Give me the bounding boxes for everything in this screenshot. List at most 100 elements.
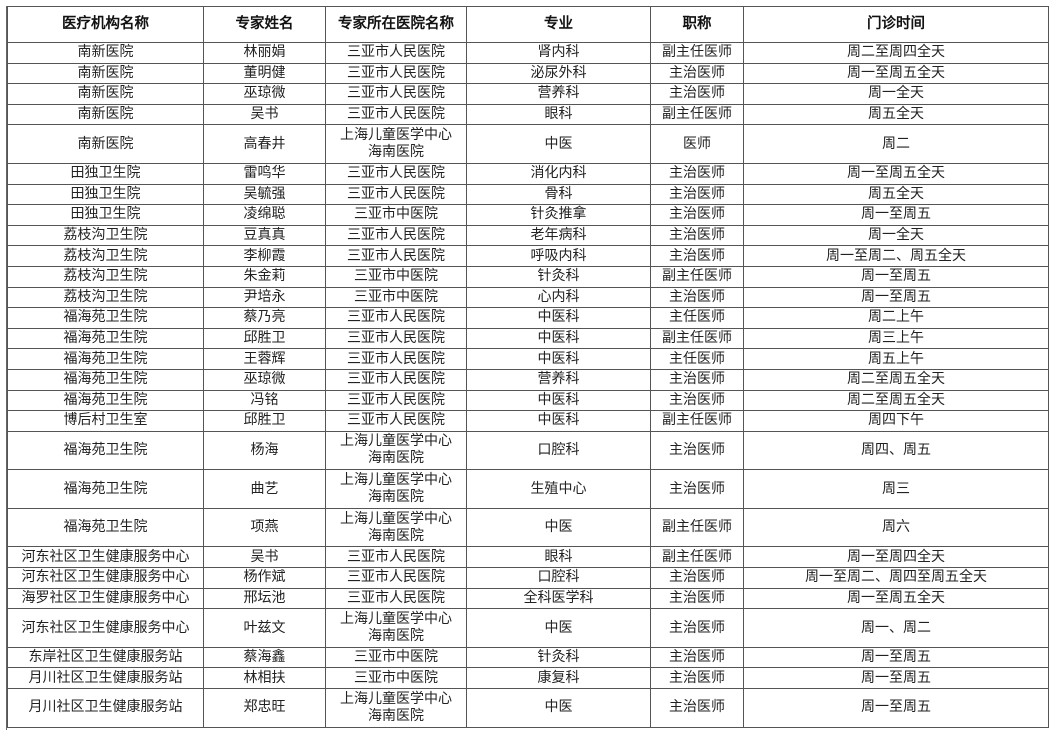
specialty-cell: 针灸科	[466, 265, 651, 288]
clinic-time-cell: 周二	[743, 124, 1049, 164]
expert-hospital-cell: 三亚市人民医院	[325, 587, 467, 610]
table-row: 荔枝沟卫生院 尹培永 三亚市中医院 心内科 主治医师 周一至周五	[7, 286, 1049, 309]
specialty-cell: 康复科	[466, 667, 651, 690]
title-cell: 副主任医师	[650, 103, 744, 126]
expert-name-cell: 朱金莉	[203, 265, 326, 288]
specialty-cell: 心内科	[466, 286, 651, 309]
title-cell: 主治医师	[650, 667, 744, 690]
expert-hospital-cell: 三亚市中医院	[325, 286, 467, 309]
title-cell: 主治医师	[650, 245, 744, 267]
institution-cell: 月川社区卫生健康服务站	[7, 667, 204, 690]
title-cell: 医师	[650, 124, 744, 164]
specialty-cell: 呼吸内科	[466, 245, 651, 267]
specialty-cell: 口腔科	[466, 567, 651, 589]
expert-name-cell: 蔡乃亮	[203, 307, 326, 329]
institution-cell: 月川社区卫生健康服务站	[7, 688, 204, 728]
table-row: 田独卫生院 凌绵聪 三亚市中医院 针灸推拿 主治医师 周一至周五	[7, 204, 1049, 226]
specialty-cell: 中医	[466, 507, 651, 548]
expert-name-cell: 吴书	[203, 546, 326, 569]
clinic-time-cell: 周二上午	[743, 307, 1049, 329]
table-row: 海罗社区卫生健康服务中心 邢坛池 三亚市人民医院 全科医学科 主治医师 周一至周五全天	[7, 587, 1049, 610]
institution-cell: 南新医院	[7, 124, 204, 164]
table-row: 荔枝沟卫生院 豆真真 三亚市人民医院 老年病科 主治医师 周一全天	[7, 224, 1049, 247]
expert-name-cell: 董明健	[203, 62, 326, 85]
expert-name-cell: 凌绵聪	[203, 204, 326, 226]
table-row: 月川社区卫生健康服务站 林相扶 三亚市中医院 康复科 主治医师 周一至周五	[7, 667, 1049, 690]
expert-hospital-cell: 三亚市中医院	[325, 204, 467, 226]
table-row: 南新医院 董明健 三亚市人民医院 泌尿外科 主治医师 周一至周五全天	[7, 62, 1049, 85]
title-cell: 主治医师	[650, 62, 744, 85]
clinic-time-cell: 周一、周二	[743, 608, 1049, 648]
specialty-cell: 营养科	[466, 368, 651, 391]
title-cell: 副主任医师	[650, 410, 744, 432]
clinic-time-cell: 周六	[743, 507, 1049, 548]
institution-cell: 河东社区卫生健康服务中心	[7, 608, 204, 648]
institution-cell: 福海苑卫生院	[7, 430, 204, 471]
clinic-time-cell: 周一至周二、周五全天	[743, 245, 1049, 267]
clinic-time-cell: 周一至周五	[743, 667, 1049, 690]
title-cell: 主治医师	[650, 567, 744, 589]
expert-hospital-cell: 三亚市人民医院	[325, 307, 467, 329]
title-cell: 副主任医师	[650, 265, 744, 288]
specialty-cell: 生殖中心	[466, 469, 651, 509]
expert-name-cell: 郑忠旺	[203, 688, 326, 728]
expert-name-cell: 曲艺	[203, 469, 326, 509]
expert-hospital-cell: 上海儿童医学中心 海南医院	[325, 469, 467, 509]
institution-cell: 田独卫生院	[7, 162, 204, 185]
table-row: 荔枝沟卫生院 李柳霞 三亚市人民医院 呼吸内科 主治医师 周一至周二、周五全天	[7, 245, 1049, 267]
clinic-time-cell: 周一至周五全天	[743, 62, 1049, 85]
clinic-time-cell: 周四下午	[743, 410, 1049, 432]
specialty-cell: 中医科	[466, 307, 651, 329]
table-row: 荔枝沟卫生院 朱金莉 三亚市中医院 针灸科 副主任医师 周一至周五	[7, 265, 1049, 288]
clinic-time-cell: 周五上午	[743, 348, 1049, 370]
expert-name-cell: 杨作斌	[203, 567, 326, 589]
header-expert-hospital: 专家所在医院名称	[325, 6, 467, 43]
title-cell: 主治医师	[650, 608, 744, 648]
institution-cell: 荔枝沟卫生院	[7, 245, 204, 267]
expert-hospital-cell: 三亚市人民医院	[325, 348, 467, 370]
institution-cell: 荔枝沟卫生院	[7, 286, 204, 309]
expert-hospital-cell: 三亚市人民医院	[325, 224, 467, 247]
table-row: 福海苑卫生院 杨海 上海儿童医学中心 海南医院 口腔科 主治医师 周四、周五	[7, 430, 1049, 471]
institution-cell: 田独卫生院	[7, 204, 204, 226]
clinic-time-cell: 周一至周五	[743, 265, 1049, 288]
expert-hospital-cell: 上海儿童医学中心 海南医院	[325, 688, 467, 728]
specialty-cell: 中医	[466, 608, 651, 648]
institution-cell: 博后村卫生室	[7, 410, 204, 432]
clinic-time-cell: 周三上午	[743, 327, 1049, 350]
expert-name-cell: 邢坛池	[203, 587, 326, 610]
institution-cell: 海罗社区卫生健康服务中心	[7, 587, 204, 610]
table-row: 田独卫生院 吴毓强 三亚市人民医院 骨科 主治医师 周五全天	[7, 183, 1049, 206]
header-title: 职称	[650, 6, 744, 43]
institution-cell: 南新医院	[7, 42, 204, 64]
clinic-time-cell: 周三	[743, 469, 1049, 509]
expert-name-cell: 王蓉辉	[203, 348, 326, 370]
table-row: 南新医院 高春井 上海儿童医学中心 海南医院 中医 医师 周二	[7, 124, 1049, 164]
clinic-time-cell: 周一至周五	[743, 204, 1049, 226]
expert-name-cell: 豆真真	[203, 224, 326, 247]
table-row: 河东社区卫生健康服务中心 杨作斌 三亚市人民医院 口腔科 主治医师 周一至周二、周四至周五…	[7, 567, 1049, 589]
expert-hospital-cell: 三亚市中医院	[325, 667, 467, 690]
clinic-time-cell: 周一全天	[743, 224, 1049, 247]
table-row: 福海苑卫生院 巫琼微 三亚市人民医院 营养科 主治医师 周二至周五全天	[7, 368, 1049, 391]
title-cell: 副主任医师	[650, 546, 744, 569]
expert-hospital-cell: 三亚市人民医院	[325, 327, 467, 350]
title-cell: 主任医师	[650, 348, 744, 370]
expert-name-cell: 叶兹文	[203, 608, 326, 648]
expert-hospital-cell: 三亚市人民医院	[325, 103, 467, 126]
title-cell: 主治医师	[650, 83, 744, 105]
table-row: 福海苑卫生院 王蓉辉 三亚市人民医院 中医科 主任医师 周五上午	[7, 348, 1049, 370]
table-row: 东岸社区卫生健康服务站 蔡海鑫 三亚市中医院 针灸科 主治医师 周一至周五	[7, 646, 1049, 669]
expert-hospital-cell: 三亚市人民医院	[325, 567, 467, 589]
clinic-time-cell: 周二至周五全天	[743, 368, 1049, 391]
table-row: 福海苑卫生院 邱胜卫 三亚市人民医院 中医科 副主任医师 周三上午	[7, 327, 1049, 350]
expert-hospital-cell: 三亚市中医院	[325, 265, 467, 288]
table-row: 福海苑卫生院 蔡乃亮 三亚市人民医院 中医科 主任医师 周二上午	[7, 307, 1049, 329]
expert-name-cell: 巫琼微	[203, 83, 326, 105]
title-cell: 主治医师	[650, 688, 744, 728]
specialty-cell: 泌尿外科	[466, 62, 651, 85]
table-row: 博后村卫生室 邱胜卫 三亚市人民医院 中医科 副主任医师 周四下午	[7, 410, 1049, 432]
expert-name-cell: 吴毓强	[203, 183, 326, 206]
title-cell: 主治医师	[650, 162, 744, 185]
expert-hospital-cell: 上海儿童医学中心 海南医院	[325, 430, 467, 471]
